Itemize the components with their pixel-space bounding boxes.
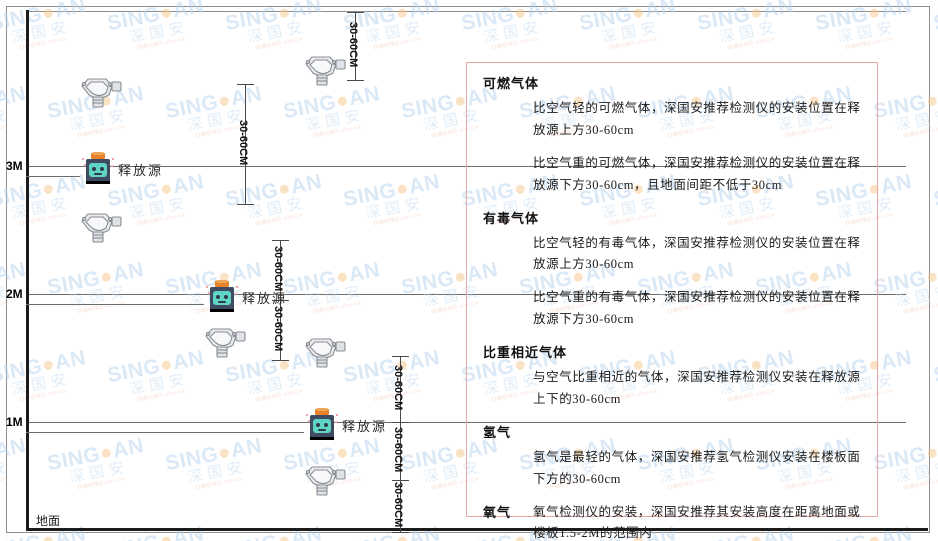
panel-section-paragraph: 比空气重的可燃气体，深国安推荐检测仪的安装位置在释放源下方30-60cm，且地面… [533,155,861,192]
panel-section-heading: 比重相近气体 [483,345,568,360]
gas-detector-icon [296,48,350,92]
dimension-line [245,84,246,204]
panel-section: 可燃气体比空气轻的可燃气体，深国安推荐检测仪的安装位置在释放源上方30-60cm… [481,73,863,197]
dimension-line [355,12,356,80]
outer-frame [6,6,930,533]
dimension-tick [237,84,254,85]
dimension-tick [272,300,289,301]
vertical-axis [26,10,29,530]
dimension-label: 30-60CM [392,427,404,473]
panel-section-heading: 可燃气体 [483,76,540,91]
panel-section-paragraph: 比空气轻的可燃气体，深国安推荐检测仪的安装位置在释放源上方30-60cm [533,101,861,137]
panel-section: 有毒气体比空气轻的有毒气体，深国安推荐检测仪的安装位置在释放源上方30-60cm… [481,208,863,332]
panel-section-heading: 有毒气体 [483,210,540,226]
gas-detector-icon [296,330,350,374]
panel-section-paragraph: 与空气比重相近的气体，深国安推荐检测仪安装在释放源上下的30-60cm [533,370,861,406]
dimension-tick [392,480,409,481]
dimension-label: 30-60CM [392,482,404,528]
level-label-2m: 2M [6,287,23,301]
panel-section: 氧气 氧气检测仪的安装，深国安推荐其安装高度在距离地面或楼板1.5-2M的范围内 [481,502,863,541]
ground-label: 地面 [36,514,61,528]
gas-detector-icon [72,205,126,249]
source-leader-line [26,176,80,177]
release-source-label: 释放源 [118,163,164,178]
dimension-tick [392,532,409,533]
release-source-label: 释放源 [242,291,288,306]
panel-section: 氢气氢气是最轻的气体，深国安推荐氢气检测仪安装在楼板面下方的30-60cm [481,422,863,491]
dimension-label: 30-60CM [272,246,284,292]
panel-section-paragraph: 比空气重的有毒气体，深国安推荐检测仪的安装位置在释放源下方30-60cm [533,290,861,327]
panel-section-paragraph: 比空气轻的有毒气体，深国安推荐检测仪的安装位置在释放源上方30-60cm [533,235,861,272]
gas-detector-icon [72,70,126,114]
panel-section-heading: 氢气 [483,424,512,440]
ceiling-line [26,11,906,12]
info-panel: 可燃气体比空气轻的可燃气体，深国安推荐检测仪的安装位置在释放源上方30-60cm… [466,62,878,540]
dimension-tick [347,12,364,13]
panel-section-paragraph: 氧气检测仪的安装，深国安推荐其安装高度在距离地面或楼板1.5-2M的范围内 [533,504,861,541]
gas-detector-icon [196,320,250,364]
dimension-label: 30-60CM [347,22,359,68]
release-source-label: 释放源 [342,419,388,434]
source-leader-line [26,304,204,305]
dimension-tick [272,360,289,361]
dimension-label: 30-60CM [392,365,404,411]
gas-detector-icon [296,458,350,502]
dimension-label: 30-60CM [237,120,249,166]
dimension-tick [347,80,364,81]
panel-section: 比重相近气体与空气比重相近的气体，深国安推荐检测仪安装在释放源上下的30-60c… [481,342,863,411]
dimension-tick [272,240,289,241]
dimension-tick [392,356,409,357]
panel-section-paragraph: 氢气是最轻的气体，深国安推荐氢气检测仪安装在楼板面下方的30-60cm [533,449,861,486]
level-label-3m: 3M [6,159,23,173]
panel-section-heading: 氧气 [483,504,512,520]
dimension-label: 30-60CM [272,306,284,352]
level-label-1m: 1M [6,415,23,429]
release-source-icon [304,408,340,442]
source-leader-line [26,432,304,433]
dimension-tick [392,422,409,423]
release-source-icon [204,280,240,314]
ground-axis [26,528,928,531]
release-source-icon [80,152,116,186]
dimension-line [400,356,401,532]
dimension-tick [237,204,254,205]
